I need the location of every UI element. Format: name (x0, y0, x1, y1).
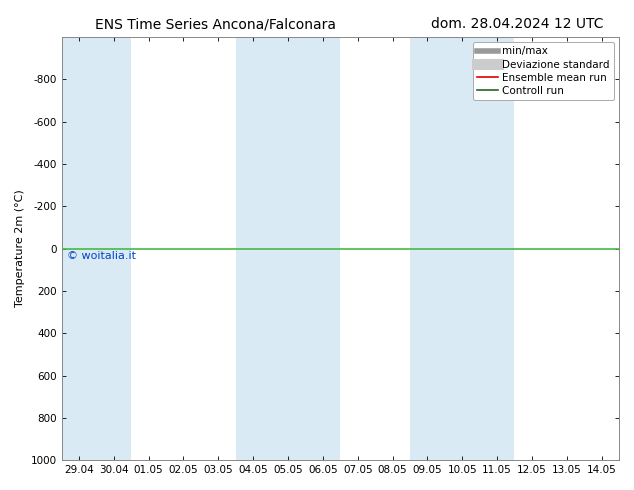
Text: © woitalia.it: © woitalia.it (67, 251, 136, 261)
Bar (410, 37, 514, 460)
Text: dom. 28.04.2024 12 UTC: dom. 28.04.2024 12 UTC (431, 17, 604, 31)
Legend: min/max, Deviazione standard, Ensemble mean run, Controll run: min/max, Deviazione standard, Ensemble m… (473, 42, 614, 100)
Bar (61, 37, 131, 460)
Text: ENS Time Series Ancona/Falconara: ENS Time Series Ancona/Falconara (95, 17, 336, 31)
Bar (236, 37, 340, 460)
Y-axis label: Temperature 2m (°C): Temperature 2m (°C) (15, 190, 25, 307)
